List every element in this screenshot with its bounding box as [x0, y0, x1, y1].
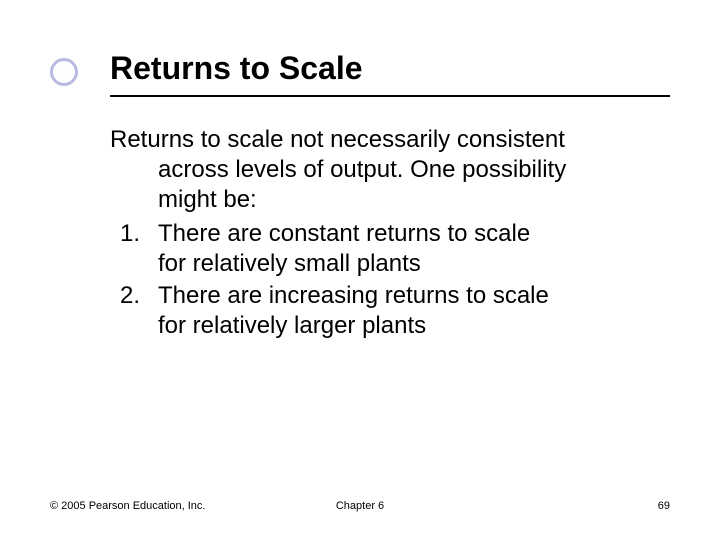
- intro-paragraph: Returns to scale not necessarily consist…: [110, 125, 660, 215]
- item1-line1: There are constant returns to scale: [158, 220, 530, 247]
- intro-line-3: might be:: [110, 185, 660, 215]
- item2-line2: for relatively larger plants: [158, 312, 426, 339]
- item2-line1: There are increasing returns to scale: [158, 282, 549, 309]
- list-text: There are constant returns to scale for …: [158, 219, 660, 279]
- list-number: 1.: [110, 219, 158, 279]
- footer-chapter: Chapter 6: [336, 500, 384, 512]
- footer-page-number: 69: [658, 500, 670, 512]
- footer-copyright: © 2005 Pearson Education, Inc.: [50, 500, 205, 512]
- title-bullet-icon: [50, 58, 78, 86]
- slide-container: Returns to Scale Returns to scale not ne…: [0, 0, 720, 540]
- list-number: 2.: [110, 281, 158, 341]
- list-item: 2. There are increasing returns to scale…: [110, 281, 660, 341]
- list-text: There are increasing returns to scale fo…: [158, 281, 660, 341]
- item1-line2: for relatively small plants: [158, 250, 421, 277]
- slide-body: Returns to scale not necessarily consist…: [110, 125, 660, 341]
- slide-title: Returns to Scale: [110, 50, 660, 87]
- list-item: 1. There are constant returns to scale f…: [110, 219, 660, 279]
- intro-line-1: Returns to scale not necessarily consist…: [110, 126, 565, 153]
- intro-line-2: across levels of output. One possibility: [110, 155, 660, 185]
- title-underline: [110, 95, 670, 97]
- slide-footer: © 2005 Pearson Education, Inc. Chapter 6…: [0, 500, 720, 512]
